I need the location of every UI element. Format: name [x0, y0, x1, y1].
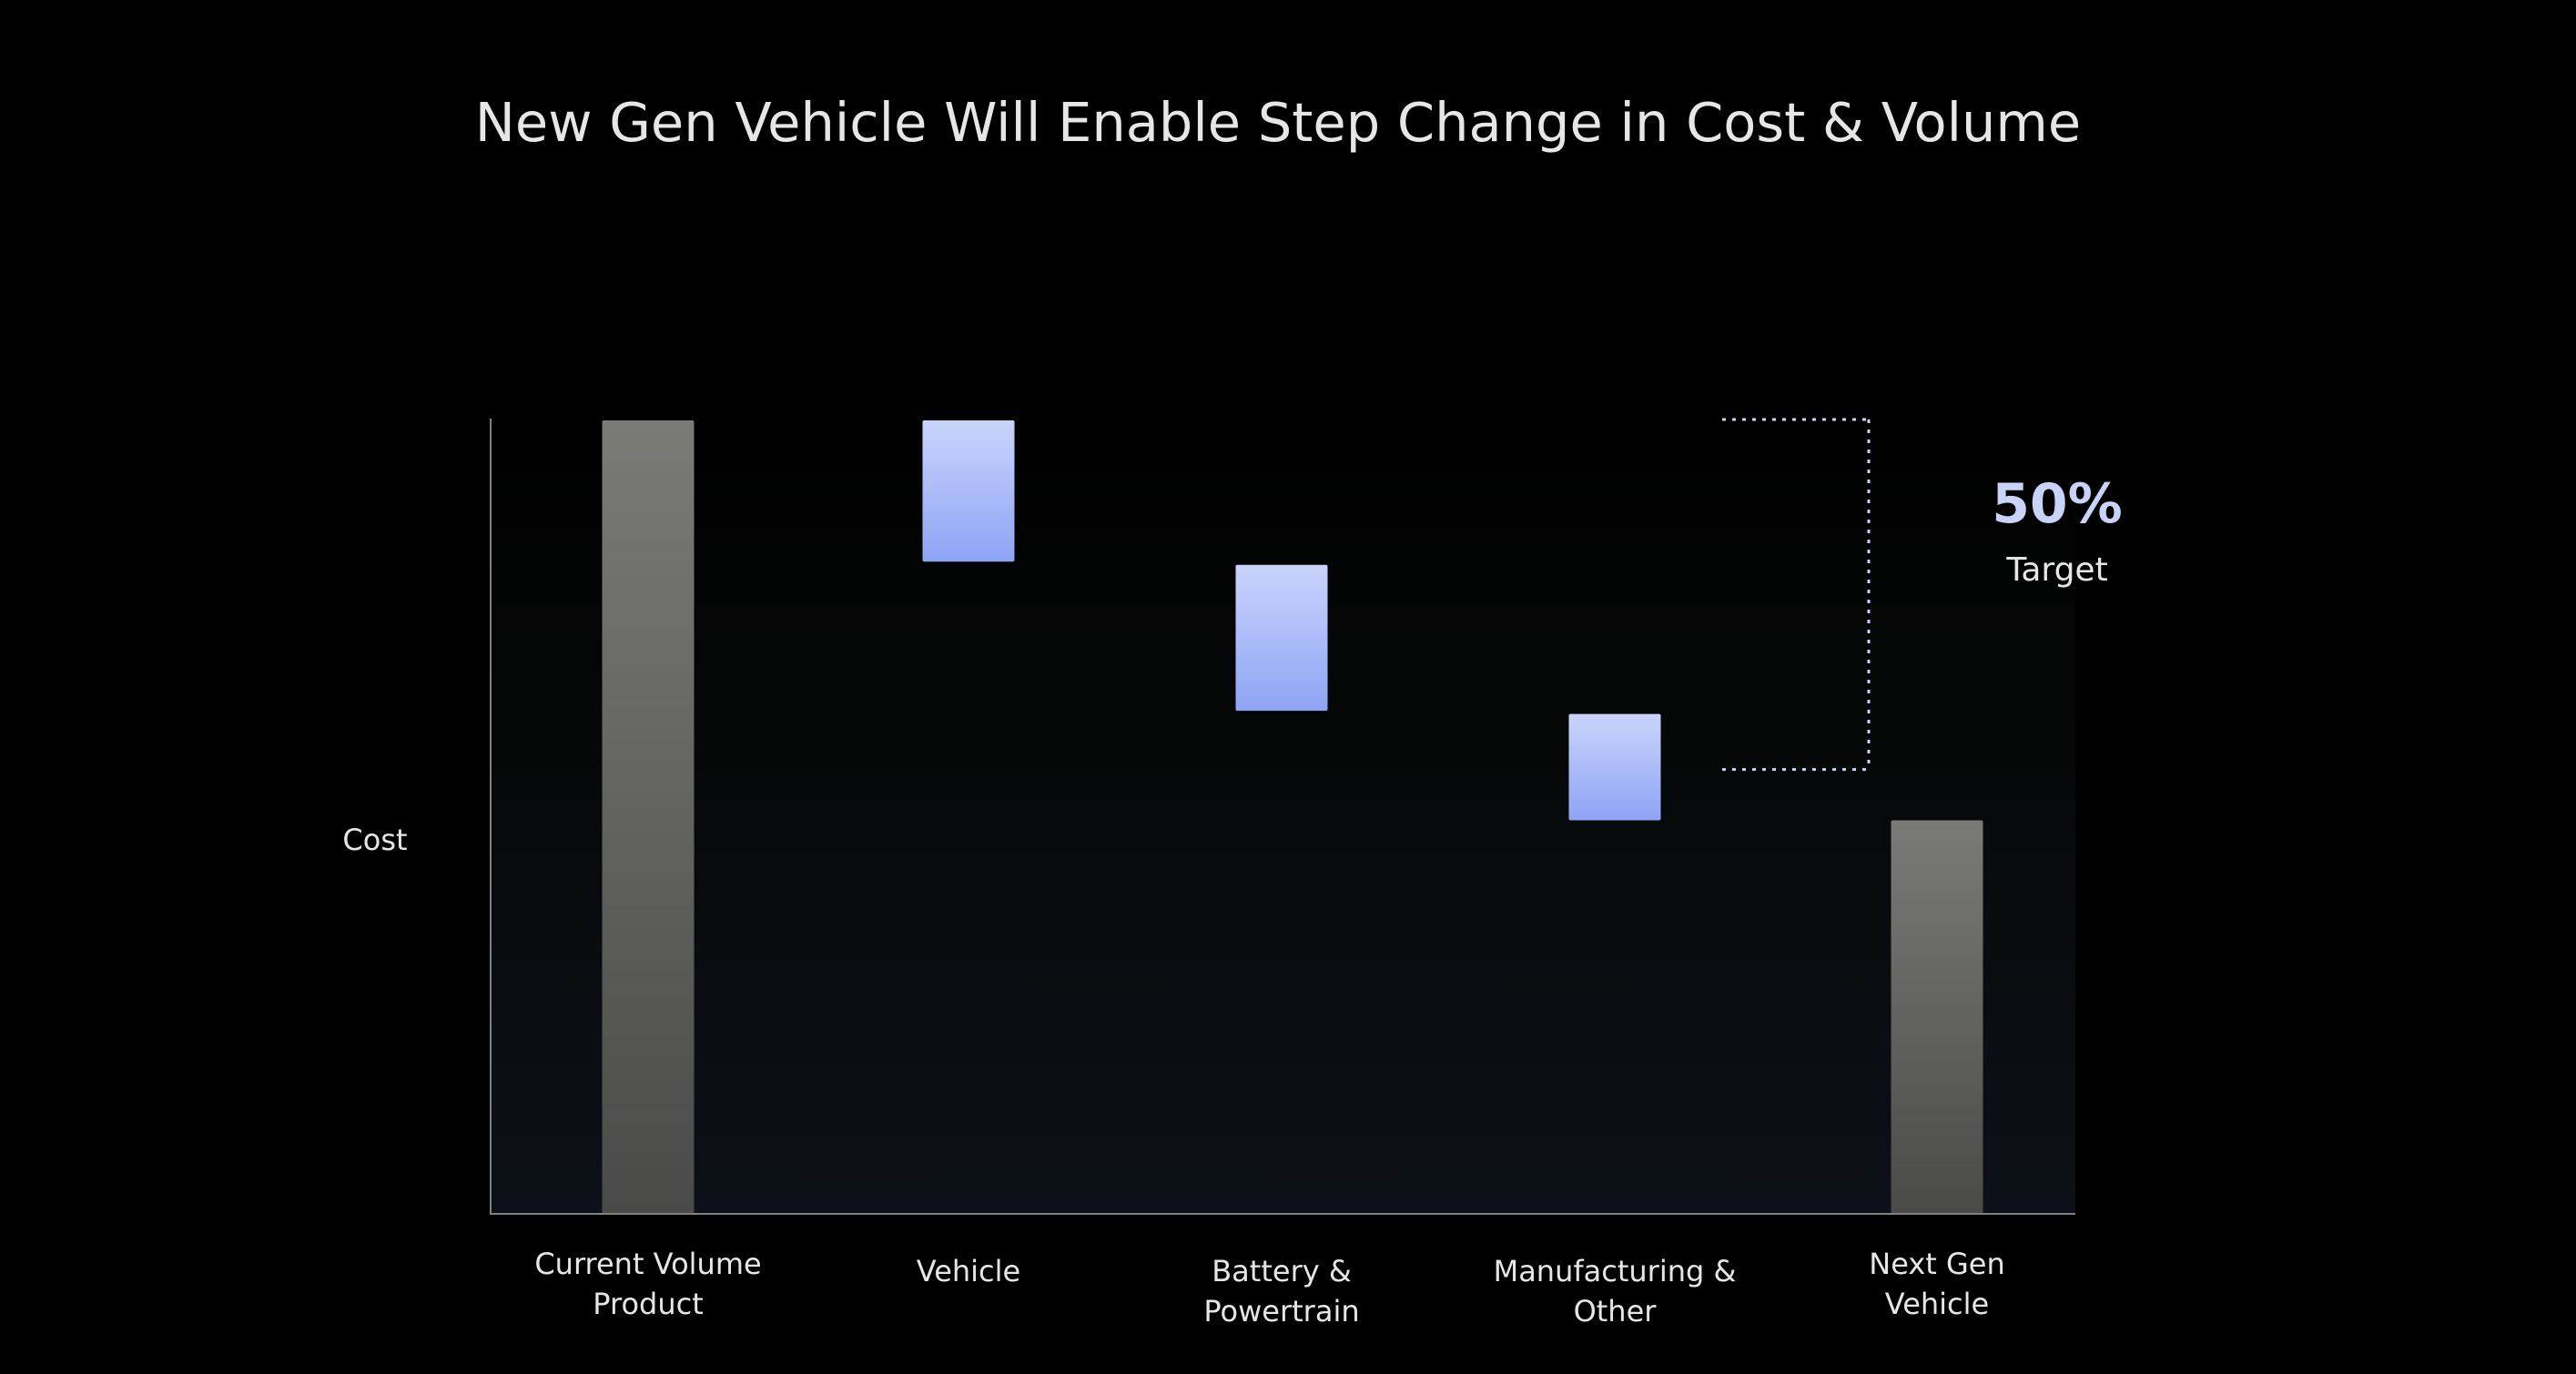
annotation-label: Target [2005, 551, 2107, 589]
x-tick-label-1: Vehicle [917, 1254, 1020, 1288]
x-tick-label-3: Manufacturing & Other [1494, 1254, 1737, 1329]
plot-background [492, 419, 2075, 1214]
x-tick-label-line: Powertrain [1203, 1294, 1359, 1329]
x-tick-label-line: Other [1574, 1294, 1658, 1329]
x-tick-label-line: Next Gen [1869, 1247, 2004, 1281]
annotation-value: 50% [1992, 472, 2123, 536]
bar-4 [1891, 820, 1983, 1214]
bar-3 [1568, 713, 1661, 821]
x-tick-label-line: Vehicle [1885, 1287, 1989, 1321]
x-tick-label-line: Manufacturing & [1494, 1254, 1737, 1288]
target-bracket [1722, 418, 1871, 772]
x-tick-label-line: Vehicle [917, 1254, 1020, 1288]
chart-title: New Gen Vehicle Will Enable Step Change … [475, 91, 2081, 154]
x-tick-label-4: Next Gen Vehicle [1869, 1247, 2004, 1321]
x-tick-label-line: Current Volume [534, 1247, 761, 1281]
x-tick-label-line: Product [593, 1287, 704, 1321]
bars-group [602, 420, 1983, 1214]
y-axis-label: Cost [342, 823, 407, 857]
x-tick-labels: Current Volume Product Vehicle Battery & Pow… [534, 1247, 2004, 1329]
x-tick-label-line: Battery & [1212, 1254, 1352, 1288]
bar-2 [1235, 564, 1328, 712]
x-tick-label-0: Current Volume Product [534, 1247, 761, 1321]
x-tick-label-2: Battery & Powertrain [1203, 1254, 1359, 1329]
bar-1 [922, 420, 1015, 562]
bar-0 [602, 420, 695, 1214]
